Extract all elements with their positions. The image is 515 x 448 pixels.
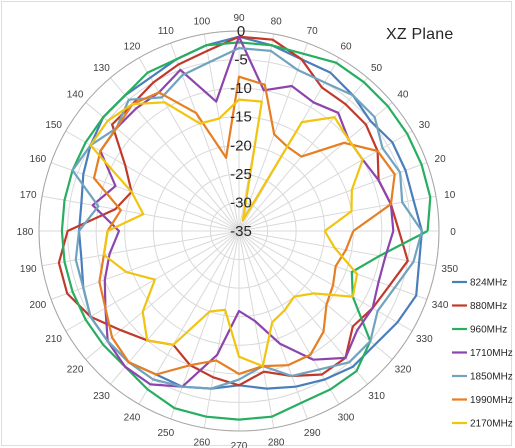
series-line-960mhz bbox=[60, 41, 432, 421]
radial-tick-label: -30 bbox=[230, 194, 252, 211]
legend-label: 960MHz bbox=[470, 325, 507, 336]
legend-label: 1710MHz bbox=[470, 348, 513, 359]
grid-spoke bbox=[65, 130, 240, 232]
series-line-2170mhz bbox=[89, 98, 364, 368]
angle-tick-label: 300 bbox=[338, 412, 355, 423]
angle-tick-label: 350 bbox=[441, 264, 458, 275]
chart-title: XZ Plane bbox=[386, 26, 454, 43]
angle-tick-label: 270 bbox=[231, 441, 248, 448]
angle-tick-label: 150 bbox=[45, 120, 62, 131]
legend-item: 880MHz bbox=[452, 301, 507, 312]
angle-tick-label: 180 bbox=[17, 227, 34, 238]
series-line-1710mhz bbox=[91, 35, 395, 388]
angle-tick-label: 70 bbox=[307, 26, 319, 37]
legend-item: 2170MHz bbox=[452, 419, 513, 430]
radial-labels: -35 -30 -25 -20 -15 -10 -5 0 bbox=[230, 23, 252, 240]
angle-tick-label: 120 bbox=[124, 42, 141, 53]
angle-tick-label: 30 bbox=[419, 120, 431, 131]
angle-tick-label: 290 bbox=[304, 428, 321, 439]
angle-tick-label: 250 bbox=[157, 428, 174, 439]
angle-tick-label: 160 bbox=[30, 154, 47, 165]
legend-item: 1710MHz bbox=[452, 348, 513, 359]
grid-spoke bbox=[238, 230, 275, 429]
angle-tick-label: 240 bbox=[124, 412, 141, 423]
grid-spoke bbox=[138, 57, 240, 232]
grid-spoke bbox=[203, 230, 240, 429]
angle-tick-label: 0 bbox=[450, 227, 456, 238]
legend-label: 2170MHz bbox=[470, 419, 513, 430]
series-group bbox=[57, 35, 432, 421]
angle-tick-label: 230 bbox=[93, 391, 110, 402]
angle-tick-label: 130 bbox=[93, 63, 110, 74]
legend-item: 1850MHz bbox=[452, 372, 513, 383]
angle-labels: 0 10 20 30 40 50 60 70 80 90 100 110 120 130 140 150 160… bbox=[17, 13, 459, 448]
grid-spoke bbox=[110, 230, 240, 385]
grid-spoke bbox=[41, 195, 240, 232]
radial-tick-label: -25 bbox=[230, 166, 252, 183]
angle-tick-label: 140 bbox=[67, 89, 84, 100]
radial-tick-label: -20 bbox=[230, 137, 252, 154]
angle-tick-label: 80 bbox=[271, 16, 283, 27]
angle-tick-label: 40 bbox=[397, 89, 409, 100]
angle-tick-label: 10 bbox=[444, 190, 456, 201]
angle-tick-label: 20 bbox=[435, 154, 447, 165]
radial-tick-label: -15 bbox=[230, 109, 252, 126]
legend-label: 824MHz bbox=[470, 278, 507, 289]
radial-tick-label: -5 bbox=[234, 52, 247, 69]
angle-tick-label: 60 bbox=[340, 42, 352, 53]
angle-tick-label: 170 bbox=[20, 190, 37, 201]
angle-tick-label: 220 bbox=[67, 365, 84, 376]
angle-tick-label: 340 bbox=[432, 300, 449, 311]
grid-spoke bbox=[203, 33, 240, 232]
outer-ring bbox=[38, 30, 440, 432]
legend-item: 1990MHz bbox=[452, 395, 513, 406]
legend-label: 1990MHz bbox=[470, 395, 513, 406]
angle-tick-label: 280 bbox=[268, 438, 285, 448]
series-line-880mhz bbox=[57, 35, 409, 387]
grid-spoke bbox=[238, 230, 437, 267]
series-line-1850mhz bbox=[71, 46, 423, 390]
angle-tick-label: 50 bbox=[371, 63, 383, 74]
angle-tick-label: 190 bbox=[20, 264, 37, 275]
grid-spoke bbox=[238, 230, 393, 360]
radial-tick-label: -10 bbox=[230, 80, 252, 97]
legend: 824MHz 880MHz 960MHz 1710MHz 1850MHz 1990MHz 2… bbox=[452, 278, 513, 430]
legend-label: 1850MHz bbox=[470, 372, 513, 383]
angle-tick-label: 110 bbox=[158, 26, 174, 37]
angle-tick-label: 100 bbox=[193, 16, 210, 27]
angle-tick-label: 320 bbox=[395, 365, 412, 376]
angle-tick-label: 310 bbox=[368, 391, 385, 402]
angle-tick-label: 210 bbox=[45, 334, 62, 345]
angle-tick-label: 330 bbox=[416, 334, 433, 345]
legend-item: 824MHz bbox=[452, 278, 507, 289]
angle-tick-label: 90 bbox=[233, 13, 245, 24]
legend-label: 880MHz bbox=[470, 301, 507, 312]
grid-spoke bbox=[65, 230, 240, 332]
radial-tick-label: -35 bbox=[230, 223, 252, 240]
radial-tick-label: 0 bbox=[237, 23, 245, 40]
angle-tick-label: 200 bbox=[30, 300, 47, 311]
angle-tick-label: 260 bbox=[193, 438, 210, 448]
legend-item: 960MHz bbox=[452, 325, 507, 336]
grid-spoke bbox=[238, 230, 413, 332]
grid-spoke bbox=[238, 42, 308, 232]
